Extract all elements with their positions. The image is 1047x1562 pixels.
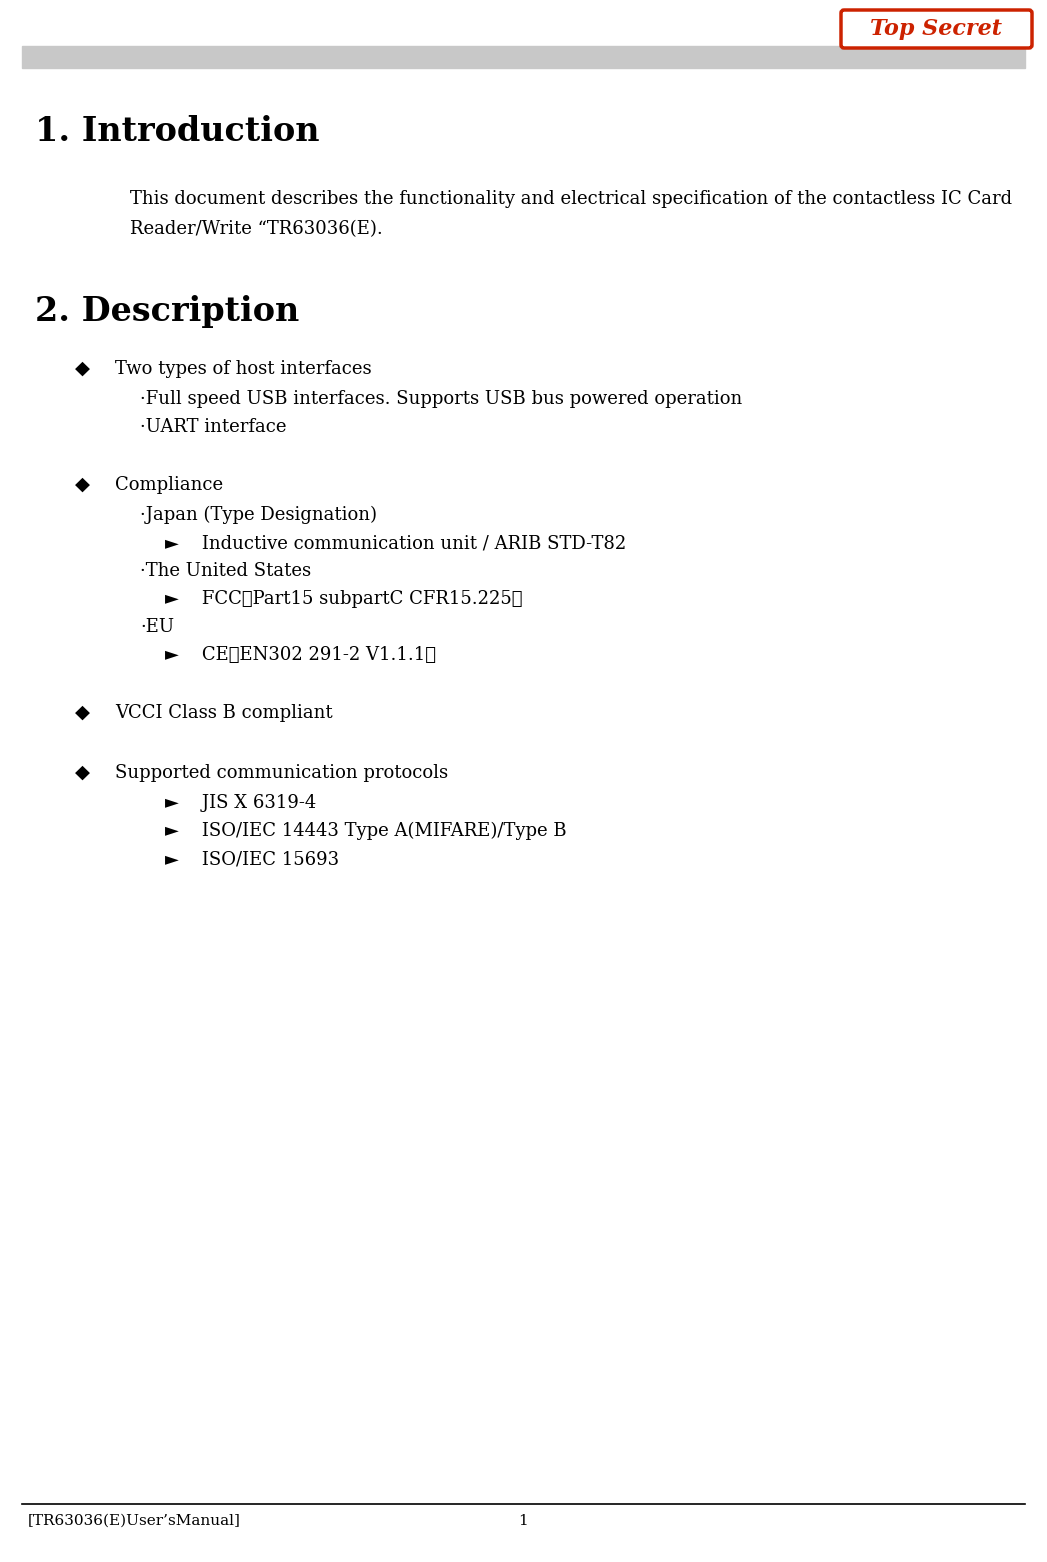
Text: 1. Introduction: 1. Introduction bbox=[35, 116, 319, 148]
Text: ►    CE【EN302 291-2 V1.1.1】: ► CE【EN302 291-2 V1.1.1】 bbox=[165, 647, 436, 664]
Text: [TR63036(E)User’sManual]: [TR63036(E)User’sManual] bbox=[28, 1514, 241, 1528]
Text: ◆: ◆ bbox=[75, 764, 90, 783]
FancyBboxPatch shape bbox=[841, 9, 1032, 48]
Text: This document describes the functionality and electrical specification of the co: This document describes the functionalit… bbox=[130, 191, 1012, 208]
Text: ·EU: ·EU bbox=[140, 619, 174, 636]
Text: ·UART interface: ·UART interface bbox=[140, 419, 287, 436]
Text: Top Secret: Top Secret bbox=[870, 19, 1002, 41]
Text: Reader/Write “TR63036(E).: Reader/Write “TR63036(E). bbox=[130, 220, 383, 237]
Text: ►    ISO/IEC 15693: ► ISO/IEC 15693 bbox=[165, 850, 339, 868]
Bar bbox=[22, 45, 1025, 69]
Text: ►    ISO/IEC 14443 Type A(MIFARE)/Type B: ► ISO/IEC 14443 Type A(MIFARE)/Type B bbox=[165, 822, 566, 840]
Text: Compliance: Compliance bbox=[115, 476, 223, 494]
Text: 1: 1 bbox=[518, 1514, 528, 1528]
Text: VCCI Class B compliant: VCCI Class B compliant bbox=[115, 704, 333, 722]
Text: ◆: ◆ bbox=[75, 704, 90, 722]
Text: ◆: ◆ bbox=[75, 359, 90, 378]
Text: ·The United States: ·The United States bbox=[140, 562, 311, 580]
Text: 2. Description: 2. Description bbox=[35, 295, 299, 328]
Text: ·Japan (Type Designation): ·Japan (Type Designation) bbox=[140, 506, 377, 525]
Text: ·Full speed USB interfaces. Supports USB bus powered operation: ·Full speed USB interfaces. Supports USB… bbox=[140, 390, 742, 408]
Text: ►    FCC【Part15 subpartC CFR15.225】: ► FCC【Part15 subpartC CFR15.225】 bbox=[165, 590, 522, 608]
Text: ◆: ◆ bbox=[75, 476, 90, 494]
Text: ►    JIS X 6319-4: ► JIS X 6319-4 bbox=[165, 793, 316, 812]
Text: ►    Inductive communication unit / ARIB STD-T82: ► Inductive communication unit / ARIB ST… bbox=[165, 534, 626, 551]
Text: Supported communication protocols: Supported communication protocols bbox=[115, 764, 448, 783]
Text: Two types of host interfaces: Two types of host interfaces bbox=[115, 359, 372, 378]
